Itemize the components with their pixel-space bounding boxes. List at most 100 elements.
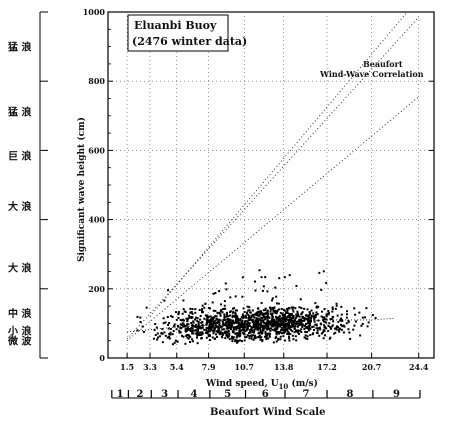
data-point [187, 314, 190, 317]
data-point [260, 321, 263, 324]
data-point [228, 321, 231, 324]
data-point [261, 324, 264, 327]
data-point [192, 325, 195, 328]
data-point [258, 269, 261, 272]
data-point [284, 328, 287, 331]
data-point [188, 316, 191, 319]
data-point [262, 316, 265, 319]
data-point [279, 323, 282, 326]
data-point [235, 336, 238, 339]
data-point [214, 292, 217, 295]
data-point [313, 320, 316, 323]
data-point [186, 323, 189, 326]
data-point [247, 314, 250, 317]
data-point [223, 315, 226, 318]
data-point [307, 327, 310, 330]
data-point [188, 334, 191, 337]
data-point [226, 318, 229, 321]
data-point [262, 313, 265, 316]
data-point [215, 321, 218, 324]
data-point [236, 334, 239, 337]
data-point [327, 324, 330, 327]
data-point [169, 331, 172, 334]
data-point [235, 316, 238, 319]
data-point [229, 327, 232, 330]
data-point [308, 313, 311, 316]
data-point [203, 306, 206, 309]
data-point [220, 303, 223, 306]
data-point [246, 324, 249, 327]
data-point [171, 333, 174, 336]
data-point [292, 319, 295, 322]
data-point [229, 325, 232, 328]
data-point [174, 311, 177, 314]
data-point [225, 320, 228, 323]
data-point [267, 315, 270, 318]
data-point [290, 324, 293, 327]
data-point [263, 335, 266, 338]
data-point [314, 302, 317, 305]
data-point [341, 325, 344, 328]
data-point [311, 333, 314, 336]
data-point [287, 323, 290, 326]
data-point [255, 324, 258, 327]
data-point [238, 323, 241, 326]
data-point [253, 313, 256, 316]
data-point [259, 311, 262, 314]
data-point [261, 289, 264, 292]
data-point [292, 321, 295, 324]
data-point [252, 320, 255, 323]
data-point [253, 316, 256, 319]
data-point [261, 340, 264, 343]
data-point [223, 313, 226, 316]
data-point [209, 338, 212, 341]
data-point [189, 328, 192, 331]
data-point [213, 330, 216, 333]
data-point [182, 335, 185, 338]
data-point [282, 309, 285, 312]
data-point [299, 318, 302, 321]
data-point [331, 308, 334, 311]
data-point [342, 324, 345, 327]
data-point [158, 335, 161, 338]
data-point [221, 325, 224, 328]
data-point [315, 311, 318, 314]
data-point [246, 323, 249, 326]
data-point [281, 317, 284, 320]
data-point [226, 331, 229, 334]
data-point [261, 317, 264, 320]
correlation-line [126, 96, 420, 342]
data-point [254, 321, 257, 324]
data-point [277, 322, 280, 325]
data-point [194, 329, 197, 332]
data-point [371, 313, 374, 316]
data-point [236, 341, 239, 344]
data-point [201, 308, 204, 311]
data-point [307, 325, 310, 328]
data-point [315, 323, 318, 326]
data-point [259, 329, 262, 332]
data-point [231, 316, 234, 319]
data-point [173, 341, 176, 344]
data-point [227, 320, 230, 323]
data-point [295, 323, 298, 326]
data-point [324, 327, 327, 330]
data-point [347, 320, 350, 323]
data-point [310, 309, 313, 312]
data-point [240, 323, 243, 326]
data-point [213, 338, 216, 341]
data-point [191, 329, 194, 332]
data-point [197, 323, 200, 326]
data-point [335, 328, 338, 331]
data-point [225, 288, 228, 291]
data-point [139, 320, 142, 323]
data-point [262, 320, 265, 323]
data-point [235, 320, 238, 323]
data-point [251, 309, 254, 312]
data-point [267, 323, 270, 326]
data-point [206, 330, 209, 333]
beaufort-number: 5 [224, 389, 231, 400]
data-point [273, 324, 276, 327]
data-point [272, 320, 275, 323]
x-axis-title-main: Wind speed, U [205, 379, 279, 389]
